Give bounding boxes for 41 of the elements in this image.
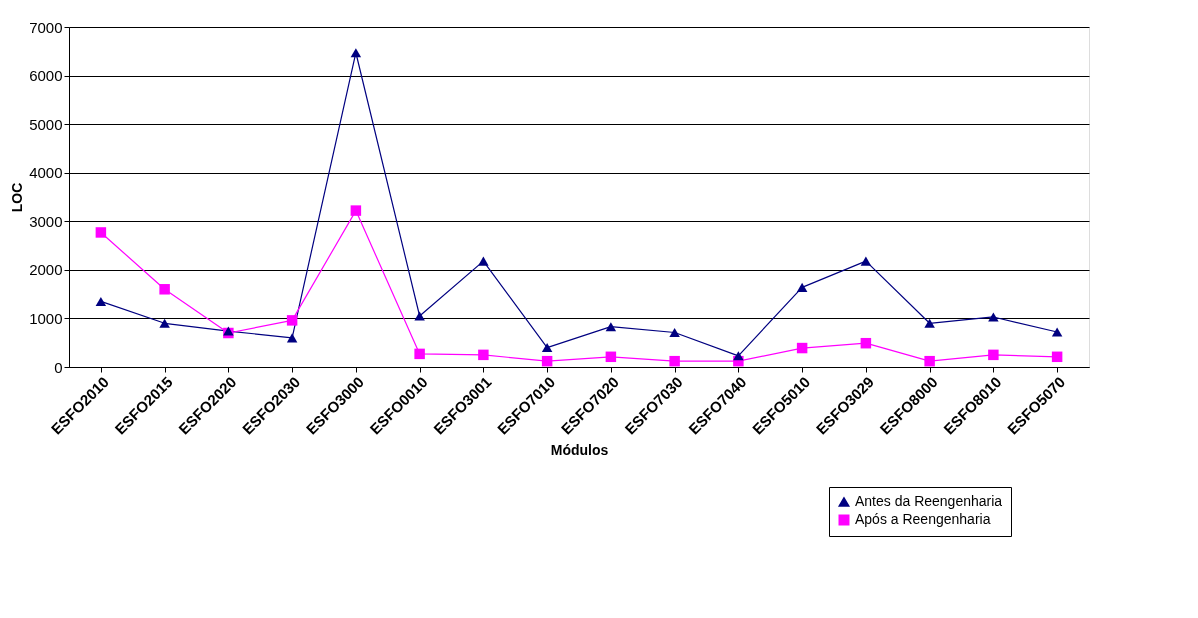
point xyxy=(988,349,999,361)
point xyxy=(605,322,617,332)
point xyxy=(860,337,872,349)
y-tick-label: 5000 xyxy=(29,115,63,133)
point xyxy=(1051,327,1063,337)
point xyxy=(414,311,425,321)
y-tick-label: 7000 xyxy=(29,18,63,36)
point xyxy=(478,256,489,266)
y-axis-title: LOC xyxy=(9,182,26,213)
point xyxy=(1051,351,1063,363)
point xyxy=(286,315,298,326)
point xyxy=(159,318,170,328)
legend-label: Antes da Reengenharia xyxy=(855,493,1003,509)
y-tick-label: 6000 xyxy=(29,67,63,85)
point xyxy=(924,355,935,367)
y-tick-label: 1000 xyxy=(29,309,63,327)
y-tick-label: 2000 xyxy=(29,261,63,279)
point xyxy=(414,348,425,360)
point xyxy=(159,284,170,295)
legend-label: Após a Reengenharia xyxy=(855,511,991,527)
point xyxy=(796,342,808,354)
point xyxy=(95,227,107,238)
point xyxy=(541,343,553,353)
point xyxy=(733,351,744,361)
point xyxy=(669,327,680,338)
point xyxy=(541,355,553,367)
point xyxy=(286,333,298,343)
y-tick-label: 4000 xyxy=(29,164,63,182)
point xyxy=(924,318,935,328)
y-tick-label: 3000 xyxy=(29,212,63,230)
point xyxy=(860,256,872,266)
point xyxy=(669,355,680,367)
point xyxy=(350,48,362,58)
point xyxy=(796,282,808,292)
point xyxy=(478,349,489,361)
point xyxy=(988,312,999,322)
point xyxy=(350,205,362,216)
y-tick-label: 0 xyxy=(54,358,63,376)
point xyxy=(605,351,617,363)
point xyxy=(95,296,107,306)
x-axis-title: Módulos xyxy=(550,441,609,458)
